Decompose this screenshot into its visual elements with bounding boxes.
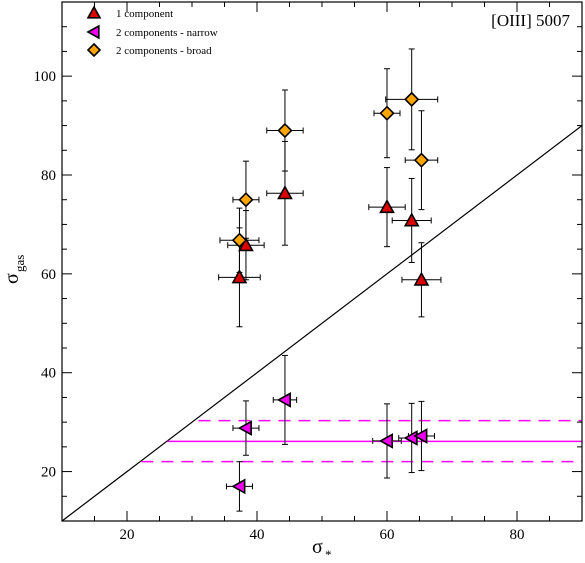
y-axis-subscript: gas xyxy=(12,255,27,272)
x-axis-label: σ * xyxy=(312,536,332,562)
y-tick-label: 80 xyxy=(41,168,56,184)
y-tick-label: 20 xyxy=(41,465,56,481)
data-point xyxy=(238,192,254,208)
data-point xyxy=(237,420,252,436)
legend-label: 2 components - broad xyxy=(116,45,212,57)
x-tick-label: 40 xyxy=(250,527,265,543)
data-point xyxy=(413,271,430,286)
legend-marker xyxy=(86,24,100,40)
data-point xyxy=(379,198,395,214)
data-point xyxy=(379,105,395,121)
data-point xyxy=(277,185,293,200)
data-point xyxy=(404,91,420,108)
data-point xyxy=(231,478,246,495)
y-tick-label: 40 xyxy=(41,366,56,382)
plot-frame xyxy=(61,1,583,522)
legend-marker xyxy=(86,5,102,19)
legend-label: 1 component xyxy=(116,8,173,20)
legend: 1 component 2 components - narrow 2 compon… xyxy=(86,5,218,58)
x-tick-label: 60 xyxy=(380,527,395,543)
x-axis-subscript: * xyxy=(325,547,332,562)
data-point xyxy=(277,122,293,139)
data-point xyxy=(413,428,428,444)
annotation-label: [OIII] 5007 xyxy=(491,11,570,30)
x-axis-symbol: σ xyxy=(312,536,323,558)
x-tick-label: 20 xyxy=(120,527,135,543)
x-tick-label: 80 xyxy=(510,527,525,543)
y-tick-label: 60 xyxy=(41,267,56,283)
one-to-one-line xyxy=(61,125,583,522)
data-point xyxy=(403,430,418,446)
reference-lines xyxy=(61,125,583,522)
data-point xyxy=(231,232,248,248)
data-points xyxy=(231,91,430,495)
axis-ticks: 20 40 60 80 20 40 60 80 100 xyxy=(34,1,583,543)
y-tick-label: 100 xyxy=(34,69,57,85)
data-point xyxy=(231,269,248,284)
data-point xyxy=(276,392,291,408)
data-point xyxy=(413,152,430,168)
legend-label: 2 components - narrow xyxy=(116,27,218,39)
data-point xyxy=(378,433,393,449)
axes xyxy=(61,1,583,522)
legend-marker xyxy=(86,42,102,58)
data-point xyxy=(403,212,420,227)
y-axis-label: σ gas xyxy=(1,255,27,284)
y-axis-symbol: σ xyxy=(1,273,23,284)
